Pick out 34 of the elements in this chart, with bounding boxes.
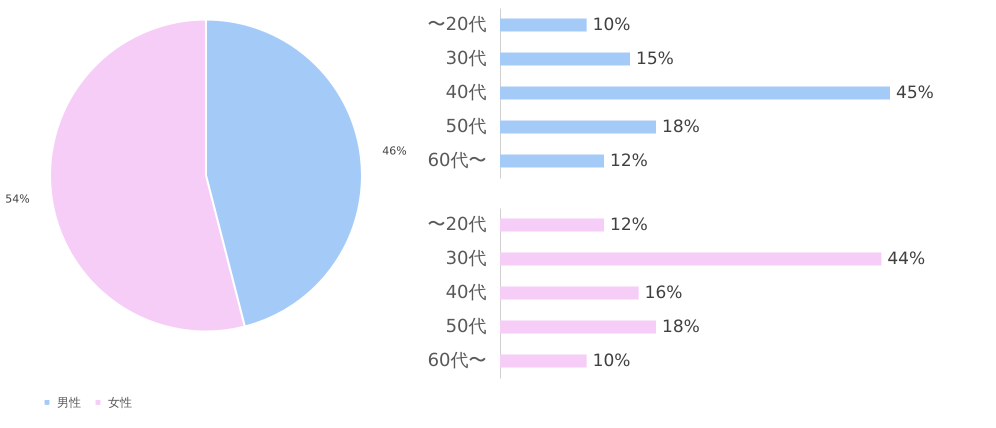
y-tick-label: 50代 — [446, 116, 486, 137]
y-tick-label: 60代〜 — [428, 350, 486, 371]
bar — [500, 18, 587, 32]
y-tick-label: 30代 — [446, 48, 486, 69]
bar — [500, 86, 890, 100]
y-tick-label: 30代 — [446, 248, 486, 269]
y-tick-label: 40代 — [446, 282, 486, 303]
bar — [500, 120, 656, 134]
data-label: 45% — [896, 83, 934, 103]
y-tick-label: 60代〜 — [428, 150, 486, 171]
bar — [500, 286, 639, 300]
bar — [500, 252, 882, 266]
bar — [500, 154, 604, 168]
data-label: 44% — [887, 249, 926, 269]
bar — [500, 320, 656, 334]
y-tick-label: 〜20代 — [428, 214, 486, 235]
data-label: 16% — [644, 283, 682, 303]
data-label: 10% — [592, 15, 630, 35]
data-label: 18% — [662, 317, 700, 337]
data-label: 54% — [5, 192, 30, 206]
data-label: 12% — [610, 215, 648, 235]
y-tick-label: 50代 — [446, 316, 486, 337]
data-label: 18% — [662, 117, 700, 137]
data-label: 15% — [636, 49, 674, 69]
bar — [500, 354, 587, 368]
y-tick-label: 40代 — [446, 82, 486, 103]
data-label: 46% — [382, 144, 407, 158]
bar — [500, 52, 630, 66]
legend-label: 男性 — [57, 395, 81, 410]
data-label: 10% — [592, 351, 630, 371]
bar — [500, 218, 604, 232]
legend-label: 女性 — [108, 395, 132, 410]
y-tick-label: 〜20代 — [428, 14, 486, 35]
data-label: 12% — [610, 151, 648, 171]
